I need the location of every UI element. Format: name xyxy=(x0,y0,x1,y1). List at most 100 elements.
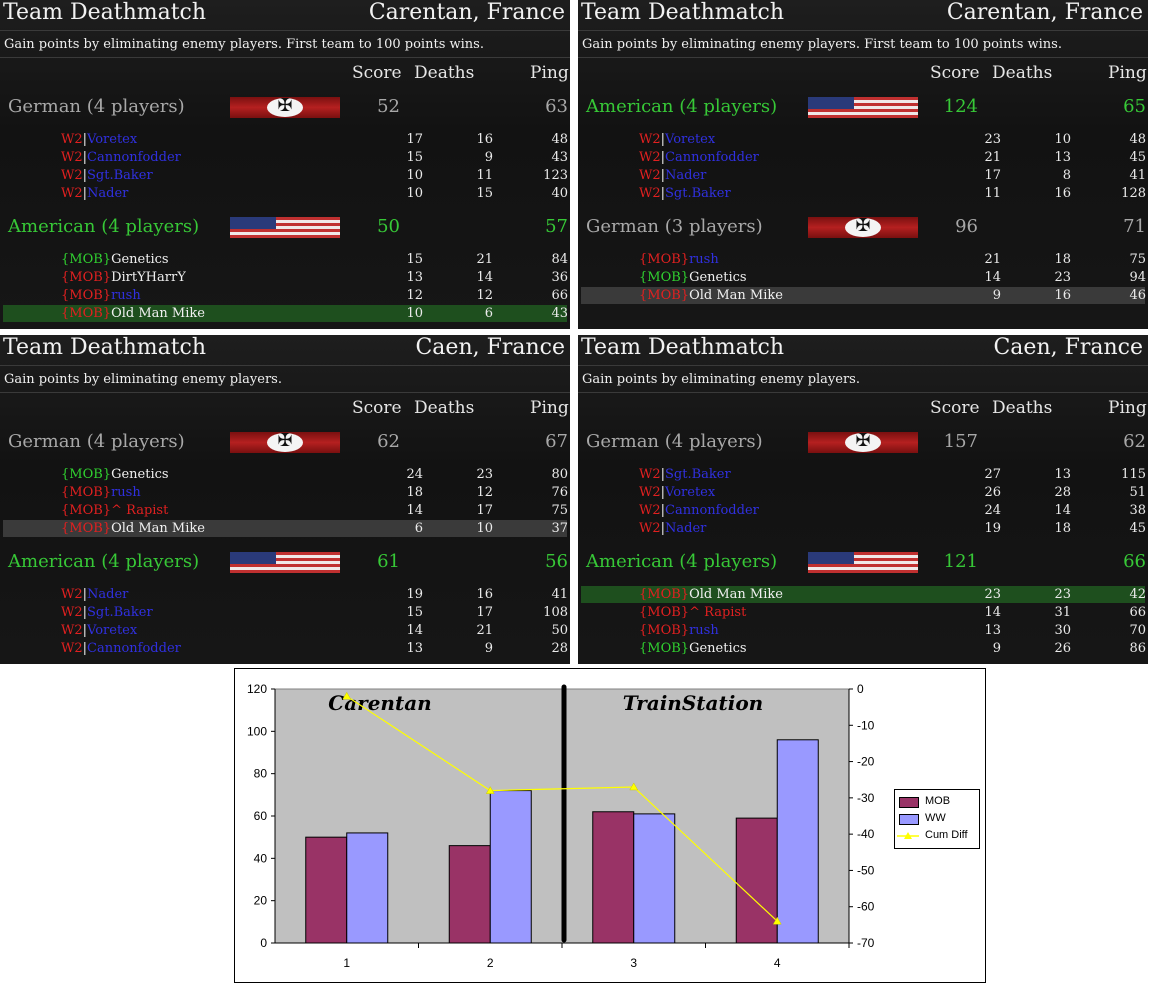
tag-separator: | xyxy=(82,186,88,201)
player-deaths: 8 xyxy=(1062,168,1071,183)
player-name: W2|Nader xyxy=(61,186,128,201)
player-row[interactable]: W2|Voretex 17 16 48 xyxy=(3,131,568,148)
player-name: {MOB}Genetics xyxy=(61,467,169,482)
player-deaths: 21 xyxy=(476,623,493,638)
tag-separator: | xyxy=(660,485,666,500)
player-row[interactable]: W2|Voretex 23 10 48 xyxy=(581,131,1146,148)
player-nick: Sgt.Baker xyxy=(665,467,731,482)
y2-tick-label: -40 xyxy=(857,827,875,841)
player-row[interactable]: W2|Cannonfodder 21 13 45 xyxy=(581,149,1146,166)
team-ping: 63 xyxy=(545,96,568,117)
player-ping: 50 xyxy=(551,623,568,638)
panel-background xyxy=(578,335,1148,664)
player-row[interactable]: W2|Voretex 14 21 50 xyxy=(3,622,568,639)
flag-canton xyxy=(230,217,276,229)
team-name: American (4 players) xyxy=(586,551,778,572)
player-name: {MOB}Old Man Mike xyxy=(639,587,783,602)
player-score: 23 xyxy=(984,132,1001,147)
annotation-carentan: Carentan xyxy=(328,691,431,715)
tag-separator: | xyxy=(660,168,666,183)
player-row[interactable]: {MOB}rush 18 12 76 xyxy=(3,484,568,501)
player-name: W2|Nader xyxy=(61,587,128,602)
player-row[interactable]: {MOB}Genetics 15 21 84 xyxy=(3,251,568,268)
player-ping: 128 xyxy=(1121,186,1146,201)
player-nick: Sgt.Baker xyxy=(87,605,153,620)
player-row[interactable]: {MOB}rush 12 12 66 xyxy=(3,287,568,304)
player-row[interactable]: {MOB}rush 21 18 75 xyxy=(581,251,1146,268)
player-ping: 41 xyxy=(1129,168,1146,183)
bar-mob xyxy=(305,836,348,944)
panel-background xyxy=(0,335,570,664)
game-description: Gain points by eliminating enemy players… xyxy=(582,37,1062,52)
player-nick: Nader xyxy=(87,186,129,201)
player-deaths: 23 xyxy=(1054,270,1071,285)
chart-canvas: 120 100 80 60 40 20 0 0 -10 -20 -30 -40 -50 -60 -70 1 2 3… xyxy=(247,682,875,970)
player-score: 12 xyxy=(406,288,423,303)
player-name: W2|Cannonfodder xyxy=(639,150,759,165)
player-row[interactable]: W2|Sgt.Baker 15 17 108 xyxy=(3,604,568,621)
clan-tag: {MOB} xyxy=(639,605,690,620)
player-row[interactable]: {MOB}DirtYHarrY 13 14 36 xyxy=(3,269,568,286)
map-name: Caen, France xyxy=(993,335,1143,360)
player-row[interactable]: W2|Nader 10 15 40 xyxy=(3,185,568,202)
player-score: 6 xyxy=(414,521,423,536)
player-row[interactable]: {MOB}Old Man Mike 23 23 42 xyxy=(581,586,1146,603)
divider xyxy=(0,30,570,31)
player-name: {MOB}DirtYHarrY xyxy=(61,270,186,285)
player-row[interactable]: W2|Sgt.Baker 11 16 128 xyxy=(581,185,1146,202)
player-row[interactable]: W2|Nader 17 8 41 xyxy=(581,167,1146,184)
clan-tag: W2 xyxy=(61,186,83,201)
player-row[interactable]: W2|Nader 19 18 45 xyxy=(581,520,1146,537)
player-score: 17 xyxy=(406,132,423,147)
player-name: {MOB}rush xyxy=(639,623,719,638)
player-row[interactable]: W2|Sgt.Baker 10 11 123 xyxy=(3,167,568,184)
player-deaths: 28 xyxy=(1054,485,1071,500)
player-name: W2|Nader xyxy=(639,168,706,183)
player-row[interactable]: W2|Cannonfodder 24 14 38 xyxy=(581,502,1146,519)
x-tick-label: 2 xyxy=(487,956,494,970)
player-nick: Sgt.Baker xyxy=(87,168,153,183)
player-deaths: 16 xyxy=(1054,288,1071,303)
player-row[interactable]: {MOB}^ Rapist 14 17 75 xyxy=(3,502,568,519)
player-row[interactable]: {MOB}Genetics 9 26 86 xyxy=(581,640,1146,657)
player-row[interactable]: {MOB}Genetics 14 23 94 xyxy=(581,269,1146,286)
player-row[interactable]: {MOB}Old Man Mike 9 16 46 xyxy=(581,287,1146,304)
player-row[interactable]: W2|Sgt.Baker 27 13 115 xyxy=(581,466,1146,483)
clan-tag: {MOB} xyxy=(61,270,112,285)
clan-tag: W2 xyxy=(639,467,661,482)
clan-tag: W2 xyxy=(61,623,83,638)
player-deaths: 14 xyxy=(476,270,493,285)
point-cum-diff xyxy=(342,691,352,700)
clan-tag: {MOB} xyxy=(639,641,690,656)
point-cum-diff xyxy=(772,916,782,925)
y-tick-label: 80 xyxy=(254,767,268,781)
game-mode-title: Team Deathmatch xyxy=(581,335,785,360)
player-nick: rush xyxy=(689,252,719,267)
player-row[interactable]: {MOB}rush 13 30 70 xyxy=(581,622,1146,639)
player-name: {MOB}Genetics xyxy=(639,270,747,285)
team-score: 124 xyxy=(943,96,978,117)
player-score: 18 xyxy=(406,485,423,500)
player-row[interactable]: W2|Nader 19 16 41 xyxy=(3,586,568,603)
player-ping: 75 xyxy=(551,503,568,518)
clan-tag: W2 xyxy=(639,132,661,147)
player-deaths: 10 xyxy=(1054,132,1071,147)
player-row[interactable]: {MOB}^ Rapist 14 31 66 xyxy=(581,604,1146,621)
team-ping: 62 xyxy=(1123,431,1146,452)
player-nick: Old Man Mike xyxy=(111,521,205,536)
flag-emblem: ✠ xyxy=(267,430,303,452)
player-row[interactable]: W2|Cannonfodder 15 9 43 xyxy=(3,149,568,166)
player-row[interactable]: {MOB}Genetics 24 23 80 xyxy=(3,466,568,483)
scoreboard-panel: Team Deathmatch Carentan, France Gain poin… xyxy=(578,0,1148,329)
tag-separator: | xyxy=(82,150,88,165)
player-score: 19 xyxy=(406,587,423,602)
player-ping: 84 xyxy=(551,252,568,267)
player-row[interactable]: W2|Cannonfodder 13 9 28 xyxy=(3,640,568,657)
player-row[interactable]: {MOB}Old Man Mike 6 10 37 xyxy=(3,520,568,537)
clan-tag: {MOB} xyxy=(639,252,690,267)
clan-tag: {MOB} xyxy=(639,288,690,303)
player-score: 21 xyxy=(984,252,1001,267)
team-name: German (4 players) xyxy=(8,96,185,117)
player-row[interactable]: {MOB}Old Man Mike 10 6 43 xyxy=(3,305,568,322)
player-row[interactable]: W2|Voretex 26 28 51 xyxy=(581,484,1146,501)
